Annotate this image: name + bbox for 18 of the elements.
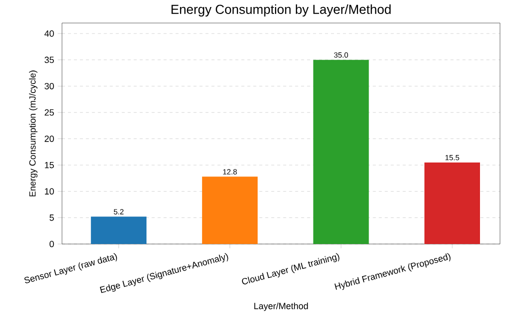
- y-tick-label: 40: [44, 30, 54, 37]
- x-tick-label: Sensor Layer (raw data): [24, 253, 117, 284]
- bar: [424, 162, 480, 244]
- y-tick-label: 30: [44, 82, 54, 90]
- y-tick-label: 35: [44, 56, 54, 64]
- y-tick-label: 0: [50, 240, 54, 248]
- bar: [313, 60, 369, 244]
- y-tick-label: 5: [50, 214, 54, 221]
- y-tick-label: 25: [44, 109, 54, 116]
- chart-title: Energy Consumption by Layer/Method: [172, 4, 391, 17]
- bar: [90, 216, 146, 244]
- bar: [202, 176, 258, 244]
- x-tick-label: Cloud Layer (ML training): [242, 253, 340, 284]
- x-axis-title: Layer/Method: [254, 302, 308, 311]
- y-tick-label: 15: [44, 162, 54, 168]
- y-tick-label: 20: [44, 136, 54, 142]
- y-axis-title: Energy Consumption (mJ/cycle): [29, 70, 38, 196]
- y-tick-label: 10: [44, 188, 54, 195]
